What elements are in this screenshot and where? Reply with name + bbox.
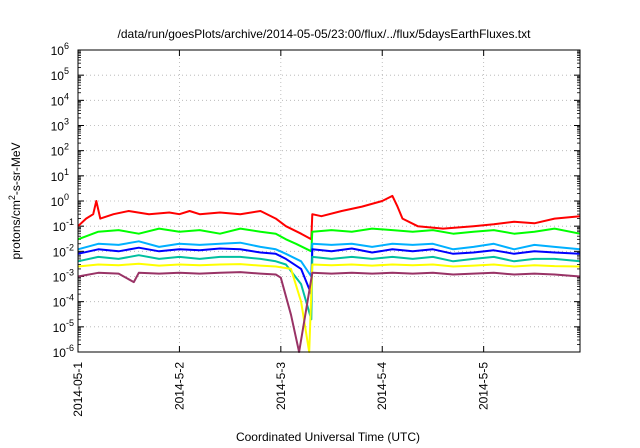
x-tick-label: 2014-5-4 bbox=[375, 362, 389, 410]
y-tick-exponent: -2 bbox=[66, 242, 74, 252]
y-tick-exponent: -1 bbox=[66, 217, 74, 227]
y-tick-label: 103 bbox=[51, 117, 69, 134]
y-tick-base: 10 bbox=[53, 296, 67, 310]
y-tick-exponent: 4 bbox=[64, 91, 69, 101]
x-axis-label: Coordinated Universal Time (UTC) bbox=[236, 430, 420, 444]
y-tick-base: 10 bbox=[53, 271, 67, 285]
grid-lines bbox=[77, 49, 580, 353]
y-tick-label: 10-5 bbox=[53, 318, 74, 335]
y-tick-base: 10 bbox=[53, 346, 67, 360]
series-line-6 bbox=[77, 262, 581, 353]
y-tick-base: 10 bbox=[51, 170, 65, 184]
x-tick-label: 2014-5-5 bbox=[477, 362, 491, 410]
y-tick-base: 10 bbox=[51, 195, 65, 209]
y-tick-base: 10 bbox=[51, 44, 65, 58]
x-tick-label: 2014-05-1 bbox=[71, 362, 85, 417]
y-tick-label: 106 bbox=[51, 41, 69, 58]
x-tick-labels: 2014-05-1 2014-5-2 2014-5-3 2014-5-4 2014-5-… bbox=[71, 362, 491, 417]
y-tick-exponent: 0 bbox=[64, 192, 69, 202]
y-tick-exponent: -4 bbox=[66, 293, 74, 303]
chart-title: /data/run/goesPlots/archive/2014-05-05/2… bbox=[118, 27, 532, 41]
plot-frame bbox=[77, 49, 581, 353]
y-tick-label: 100 bbox=[51, 192, 69, 209]
y-tick-exponent: 6 bbox=[64, 41, 69, 51]
y-tick-exponent: 2 bbox=[64, 142, 69, 152]
y-tick-base: 10 bbox=[51, 94, 65, 108]
y-tick-base: 10 bbox=[53, 321, 67, 335]
y-tick-exponent: 1 bbox=[64, 167, 69, 177]
series-line-1 bbox=[77, 194, 581, 241]
y-tick-labels: 10610510410310210110010-110-210-310-410-… bbox=[51, 41, 74, 360]
y-tick-label: 105 bbox=[51, 66, 69, 83]
y-tick-label: 104 bbox=[51, 91, 69, 108]
x-tick-label: 2014-5-3 bbox=[274, 362, 288, 410]
y-tick-exponent: -6 bbox=[66, 343, 74, 353]
y-tick-label: 10-3 bbox=[53, 268, 74, 285]
y-tick-label: 10-4 bbox=[53, 293, 74, 310]
y-tick-exponent: -3 bbox=[66, 268, 74, 278]
y-tick-label: 10-1 bbox=[53, 217, 74, 234]
y-tick-base: 10 bbox=[51, 69, 65, 83]
y-axis-label-superscript: 2 bbox=[7, 195, 17, 200]
y-axis-label-rest: -s-sr-MeV bbox=[9, 142, 23, 195]
series-line-4 bbox=[77, 246, 581, 296]
y-tick-base: 10 bbox=[51, 145, 65, 159]
y-tick-label: 10-6 bbox=[53, 343, 74, 360]
y-tick-label: 101 bbox=[51, 167, 69, 184]
series-line-7 bbox=[77, 271, 581, 353]
y-tick-exponent: -5 bbox=[66, 318, 74, 328]
series-line-2 bbox=[77, 227, 581, 253]
x-tick-label: 2014-5-2 bbox=[172, 362, 186, 410]
y-tick-label: 102 bbox=[51, 142, 69, 159]
y-axis-label-main: protons/cm bbox=[9, 200, 23, 259]
y-tick-label: 10-2 bbox=[53, 242, 74, 259]
y-tick-base: 10 bbox=[51, 120, 65, 134]
y-tick-exponent: 3 bbox=[64, 117, 69, 127]
y-tick-base: 10 bbox=[53, 245, 67, 259]
y-axis-label: protons/cm2-s-sr-MeV bbox=[7, 142, 23, 259]
data-series bbox=[77, 194, 581, 353]
y-tick-base: 10 bbox=[53, 220, 67, 234]
y-tick-exponent: 5 bbox=[64, 66, 69, 76]
